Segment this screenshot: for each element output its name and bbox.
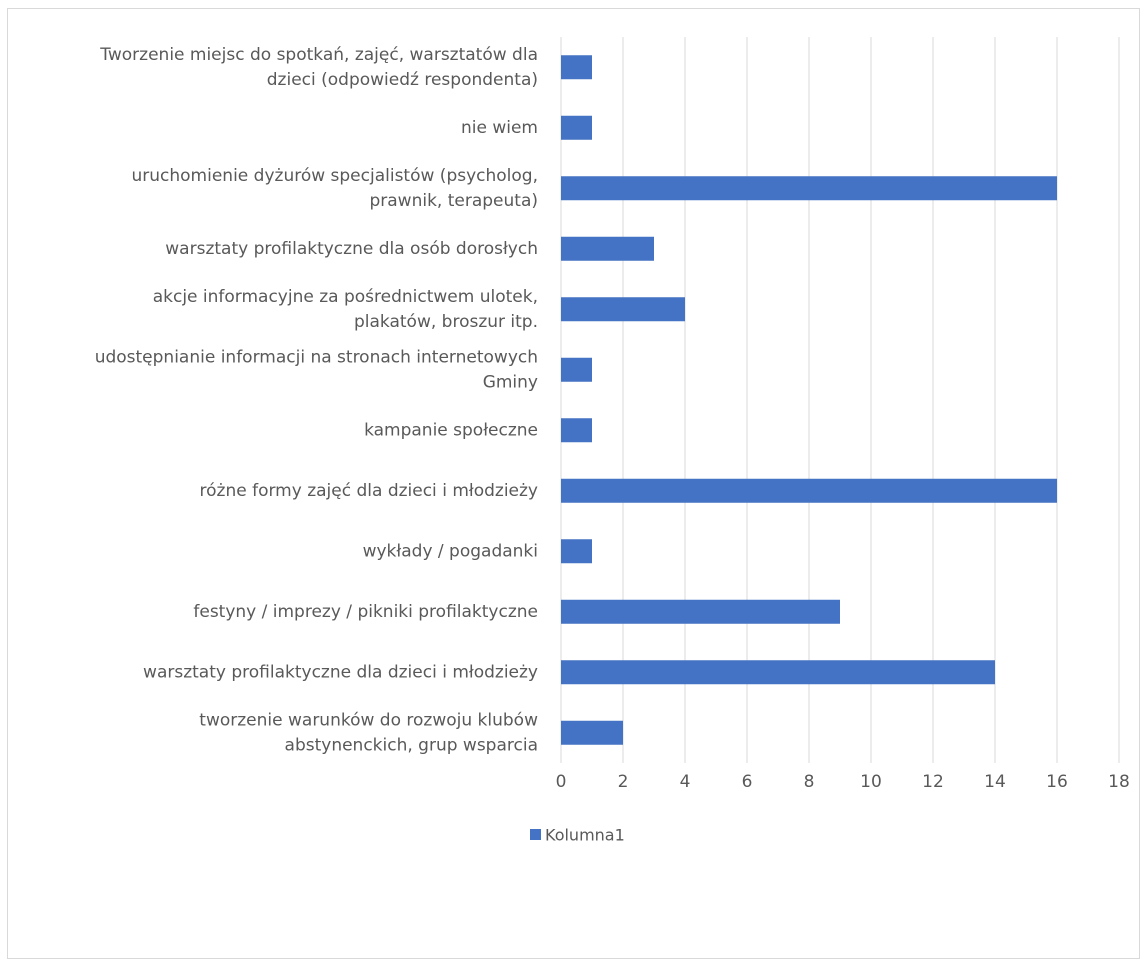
category-label: nie wiem <box>461 118 538 138</box>
category-label: warsztaty profilaktyczne dla dzieci i mł… <box>143 662 538 682</box>
bar <box>561 357 592 382</box>
x-tick-label: 16 <box>1046 772 1068 792</box>
bar <box>561 720 623 745</box>
category-labels: Tworzenie miejsc do spotkań, zajęć, wars… <box>95 45 538 756</box>
bar <box>561 176 1057 201</box>
bars <box>561 55 1057 745</box>
x-tick-label: 10 <box>860 772 882 792</box>
x-tick-label: 2 <box>618 772 629 792</box>
x-tick-label: 0 <box>556 772 567 792</box>
category-label: wykłady / pogadanki <box>363 541 538 561</box>
category-label: różne formy zajęć dla dzieci i młodzieży <box>200 481 538 501</box>
category-label-line: wykłady / pogadanki <box>363 541 538 561</box>
gridlines <box>560 37 1120 763</box>
category-label: udostępnianie informacji na stronach int… <box>95 347 538 392</box>
legend: Kolumna1 <box>530 826 625 845</box>
category-label: Tworzenie miejsc do spotkań, zajęć, wars… <box>99 45 538 90</box>
category-label: kampanie społeczne <box>364 420 538 440</box>
category-label-line: warsztaty profilaktyczne dla dzieci i mł… <box>143 662 538 682</box>
bar <box>561 236 654 261</box>
category-label: uruchomienie dyżurów specjalistów (psych… <box>132 166 539 211</box>
x-tick-label: 8 <box>804 772 815 792</box>
bar <box>561 599 840 624</box>
category-label-line: prawnik, terapeuta) <box>369 191 538 211</box>
bar <box>561 660 995 685</box>
category-label-line: Gminy <box>483 372 538 392</box>
category-label: tworzenie warunków do rozwoju klubów abst… <box>199 710 538 755</box>
category-label-line: warsztaty profilaktyczne dla osób dorosł… <box>165 239 538 259</box>
x-tick-label: 14 <box>984 772 1006 792</box>
chart-area: Tworzenie miejsc do spotkań, zajęć, wars… <box>7 8 1140 959</box>
bar <box>561 478 1057 503</box>
category-label: warsztaty profilaktyczne dla osób dorosł… <box>165 239 538 259</box>
category-label-line: festyny / imprezy / pikniki profilaktycz… <box>193 602 538 622</box>
category-label-line: nie wiem <box>461 118 538 138</box>
legend-swatch <box>530 829 541 840</box>
category-label-line: kampanie społeczne <box>364 420 538 440</box>
x-tick-label: 12 <box>922 772 944 792</box>
x-tick-label: 6 <box>742 772 753 792</box>
bar <box>561 115 592 140</box>
category-label-line: plakatów, broszur itp. <box>354 312 538 332</box>
bar <box>561 539 592 564</box>
category-label-line: Tworzenie miejsc do spotkań, zajęć, wars… <box>99 45 538 65</box>
bar <box>561 297 685 322</box>
category-label-line: abstynenckich, grup wsparcia <box>285 735 538 755</box>
category-label-line: udostępnianie informacji na stronach int… <box>95 347 538 367</box>
category-label: akcje informacyjne za pośrednictwem ulot… <box>153 287 538 332</box>
x-tick-label: 4 <box>680 772 691 792</box>
bar-chart: Tworzenie miejsc do spotkań, zajęć, wars… <box>95 37 1130 845</box>
category-label-line: tworzenie warunków do rozwoju klubów <box>199 710 538 730</box>
category-label-line: uruchomienie dyżurów specjalistów (psych… <box>132 166 539 186</box>
legend-label: Kolumna1 <box>545 826 625 845</box>
x-axis-ticks: 0 2 4 6 8 10 12 14 16 18 <box>556 772 1130 792</box>
category-label-line: dzieci (odpowiedź respondenta) <box>267 70 538 90</box>
category-label-line: różne formy zajęć dla dzieci i młodzieży <box>200 481 538 501</box>
category-label: festyny / imprezy / pikniki profilaktycz… <box>193 602 538 622</box>
bar <box>561 55 592 80</box>
bar <box>561 418 592 443</box>
x-tick-label: 18 <box>1108 772 1130 792</box>
category-label-line: akcje informacyjne za pośrednictwem ulot… <box>153 287 538 307</box>
